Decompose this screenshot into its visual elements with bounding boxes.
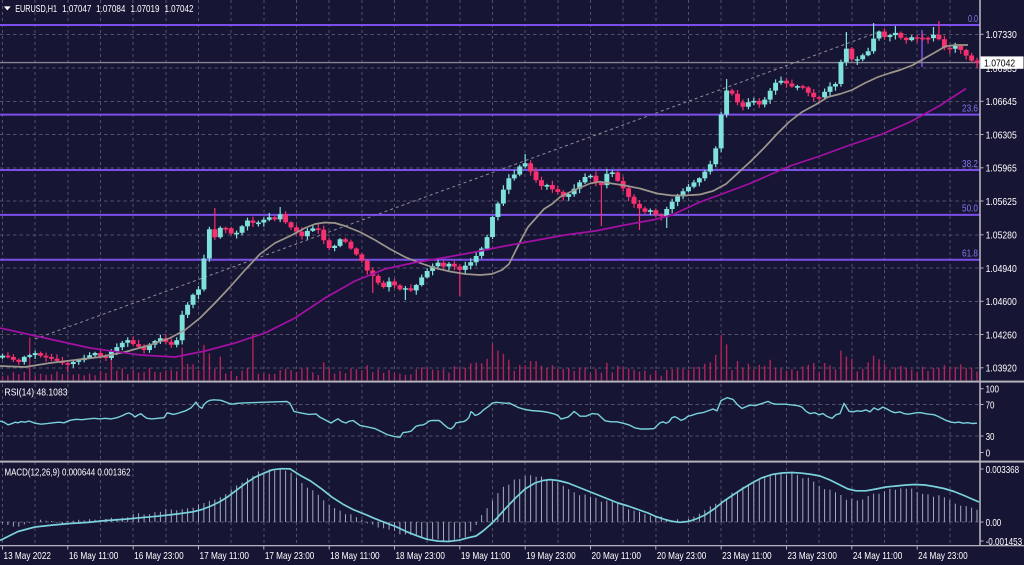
svg-text:24 May 23:00: 24 May 23:00: [918, 550, 968, 562]
svg-text:0.003368: 0.003368: [986, 464, 1020, 476]
svg-text:38.2: 38.2: [962, 158, 978, 170]
svg-text:1.07042: 1.07042: [984, 57, 1015, 69]
svg-text:1.03920: 1.03920: [986, 363, 1017, 375]
svg-text:70: 70: [986, 399, 995, 411]
svg-text:-0.001453: -0.001453: [986, 536, 1023, 548]
svg-text:1.05625: 1.05625: [986, 196, 1017, 208]
svg-text:13 May 2022: 13 May 2022: [4, 550, 52, 562]
svg-text:RSI(14) 48.1083: RSI(14) 48.1083: [5, 387, 68, 399]
svg-text:24 May 11:00: 24 May 11:00: [853, 550, 903, 562]
svg-text:18 May 11:00: 18 May 11:00: [330, 550, 380, 562]
svg-text:1.04600: 1.04600: [986, 296, 1017, 308]
svg-text:61.8: 61.8: [962, 248, 978, 260]
svg-text:0: 0: [986, 447, 991, 459]
svg-text:1.07330: 1.07330: [986, 29, 1017, 41]
svg-text:19 May 11:00: 19 May 11:00: [461, 550, 511, 562]
svg-text:100: 100: [986, 384, 1000, 396]
svg-text:16 May 23:00: 16 May 23:00: [134, 550, 184, 562]
svg-text:19 May 23:00: 19 May 23:00: [526, 550, 576, 562]
svg-text:50.0: 50.0: [962, 203, 978, 215]
svg-text:1.07019: 1.07019: [131, 3, 160, 15]
svg-text:0.00: 0.00: [986, 517, 1002, 529]
svg-text:20 May 11:00: 20 May 11:00: [591, 550, 641, 562]
svg-text:17 May 11:00: 17 May 11:00: [199, 550, 249, 562]
svg-text:0.0: 0.0: [968, 13, 978, 25]
svg-text:1.05965: 1.05965: [986, 163, 1017, 175]
svg-text:23.6: 23.6: [962, 102, 978, 114]
svg-text:23 May 23:00: 23 May 23:00: [787, 550, 837, 562]
svg-text:MACD(12,26,9) 0.000644 0.00136: MACD(12,26,9) 0.000644 0.001362: [5, 467, 131, 479]
svg-text:30: 30: [986, 431, 995, 443]
svg-text:1.04940: 1.04940: [986, 263, 1017, 275]
svg-text:1.06645: 1.06645: [986, 96, 1017, 108]
svg-text:16 May 11:00: 16 May 11:00: [69, 550, 119, 562]
svg-text:23 May 11:00: 23 May 11:00: [722, 550, 772, 562]
svg-text:17 May 23:00: 17 May 23:00: [265, 550, 315, 562]
svg-text:EURUSD,H1: EURUSD,H1: [15, 3, 57, 15]
svg-text:1.04260: 1.04260: [986, 329, 1017, 341]
svg-text:1.07084: 1.07084: [96, 3, 125, 15]
svg-text:20 May 23:00: 20 May 23:00: [657, 550, 707, 562]
svg-text:18 May 23:00: 18 May 23:00: [395, 550, 445, 562]
svg-text:1.05280: 1.05280: [986, 230, 1017, 242]
svg-text:1.07047: 1.07047: [62, 3, 91, 15]
svg-text:1.06305: 1.06305: [986, 129, 1017, 141]
svg-text:1.07042: 1.07042: [165, 3, 194, 15]
